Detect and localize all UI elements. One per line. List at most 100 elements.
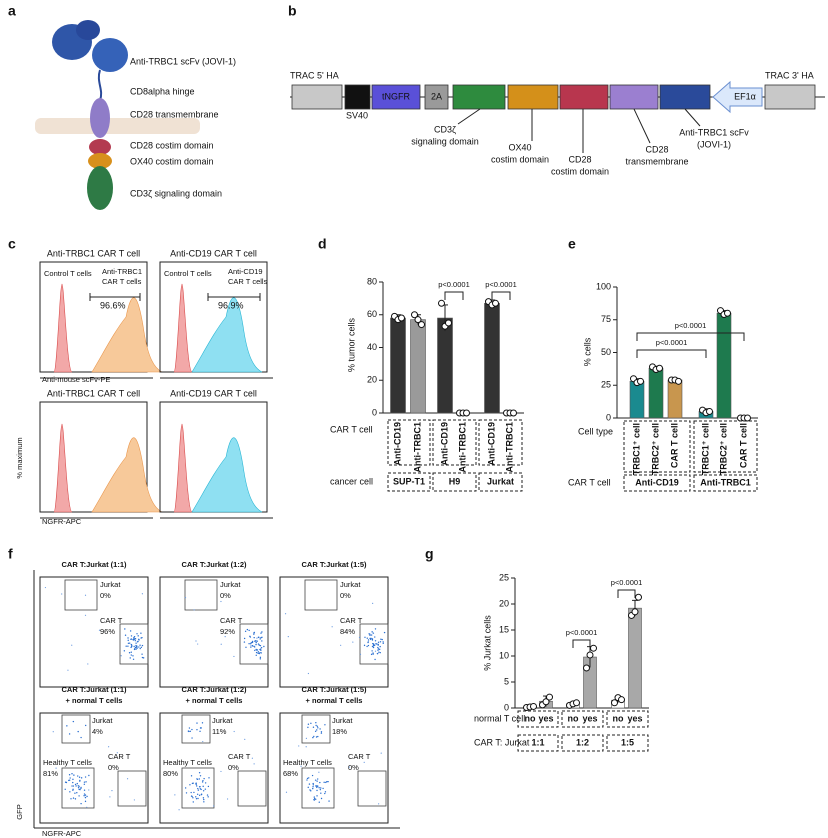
gate-value: 0% (348, 763, 359, 772)
event-dot (204, 788, 207, 790)
event-dot (197, 643, 199, 645)
event-dot (243, 641, 246, 643)
gate (64, 579, 98, 611)
gate-value: 96.9% (218, 300, 244, 310)
event-dot (243, 637, 246, 640)
event-dot (379, 645, 381, 648)
event-dot (258, 644, 261, 646)
row-label: cancer cell (330, 476, 373, 486)
event-dot (201, 722, 204, 724)
event-dot (68, 733, 71, 735)
event-dot (259, 656, 262, 659)
callout-label: transmembrane (625, 156, 688, 166)
event-dot (253, 633, 255, 635)
event-dot (207, 785, 210, 788)
event-dot (260, 637, 262, 639)
gate-value: 80% (163, 769, 178, 778)
event-dot (259, 658, 262, 660)
event-dot (195, 785, 198, 787)
control-histogram (173, 283, 193, 373)
event-dot (195, 796, 197, 798)
gate-value: 0% (340, 591, 351, 600)
row-label: normal T cell (474, 713, 525, 723)
category-label: Anti-CD19 (392, 422, 402, 466)
plot-title: + normal T cells (186, 696, 243, 705)
event-dot (131, 644, 133, 647)
event-dot (323, 781, 325, 784)
data-point (530, 702, 537, 710)
callout-label: CD28 (568, 154, 591, 164)
category-label: TRBC1⁺ cell (631, 423, 641, 475)
domain-label: Anti-TRBC1 scFv (JOVI-1) (130, 56, 236, 66)
panel-label: f (8, 546, 13, 562)
construct-element (609, 84, 659, 110)
construct-element (371, 84, 421, 110)
panel-label: c (8, 236, 16, 252)
event-dot (136, 645, 138, 647)
y-tick-label: 75 (601, 314, 611, 324)
group-box (606, 710, 649, 728)
event-dot (370, 634, 373, 636)
event-dot (316, 786, 318, 789)
category-label: TRBC1⁺ cell (700, 423, 710, 475)
event-dot (130, 635, 133, 637)
event-dot (352, 641, 354, 643)
event-dot (312, 786, 314, 788)
event-dot (318, 787, 320, 789)
event-dot (256, 640, 259, 642)
event-dot (199, 775, 202, 777)
y-axis-label: % Jurkat cells (482, 615, 492, 671)
event-dot (253, 645, 255, 648)
event-dot (68, 774, 71, 776)
domain-label: CD8alpha hinge (130, 86, 195, 96)
event-dot (248, 643, 250, 645)
event-dot (193, 609, 195, 611)
group-box (517, 710, 559, 728)
event-dot (327, 780, 329, 783)
event-dot (328, 800, 330, 802)
event-dot (84, 776, 87, 778)
gate-value: 0% (100, 591, 111, 600)
y-tick-label: 5 (504, 676, 509, 686)
event-dot (189, 784, 191, 786)
event-dot (369, 634, 371, 637)
event-dot (75, 785, 77, 787)
event-dot (77, 730, 79, 733)
event-dot (258, 652, 261, 655)
event-dot (203, 798, 205, 801)
event-dot (136, 641, 139, 643)
bar (390, 317, 406, 414)
event-dot (320, 787, 322, 789)
event-dot (374, 640, 377, 642)
event-dot (317, 735, 319, 738)
event-dot (84, 794, 87, 796)
event-dot (202, 740, 204, 743)
event-dot (188, 727, 191, 729)
gate-name: Jurkat (220, 580, 241, 589)
event-dot (244, 738, 246, 740)
y-tick-label: 80 (367, 276, 377, 286)
event-dot (261, 640, 263, 642)
event-dot (69, 777, 71, 779)
category-label: TRBC2⁺ cell (650, 423, 660, 475)
event-dot (88, 789, 90, 791)
domain-label: CD3ζ signaling domain (130, 188, 222, 198)
event-dot (72, 781, 74, 784)
plot-title: + normal T cells (66, 696, 123, 705)
event-dot (255, 641, 257, 644)
plot-title: Anti-CD19 CAR T cell (170, 388, 257, 398)
event-dot (373, 644, 376, 647)
domain-label: CD28 costim domain (130, 140, 214, 150)
significance-bracket (636, 332, 745, 341)
event-dot (208, 777, 210, 779)
event-dot (250, 642, 253, 644)
event-dot (116, 752, 118, 754)
construct-element (291, 84, 343, 110)
data-point (542, 698, 550, 706)
gate-value: 0% (108, 763, 119, 772)
event-dot (255, 640, 257, 642)
event-dot (313, 735, 315, 738)
y-axis-label: % cells (582, 337, 592, 366)
event-dot (318, 801, 320, 803)
event-dot (305, 746, 307, 748)
